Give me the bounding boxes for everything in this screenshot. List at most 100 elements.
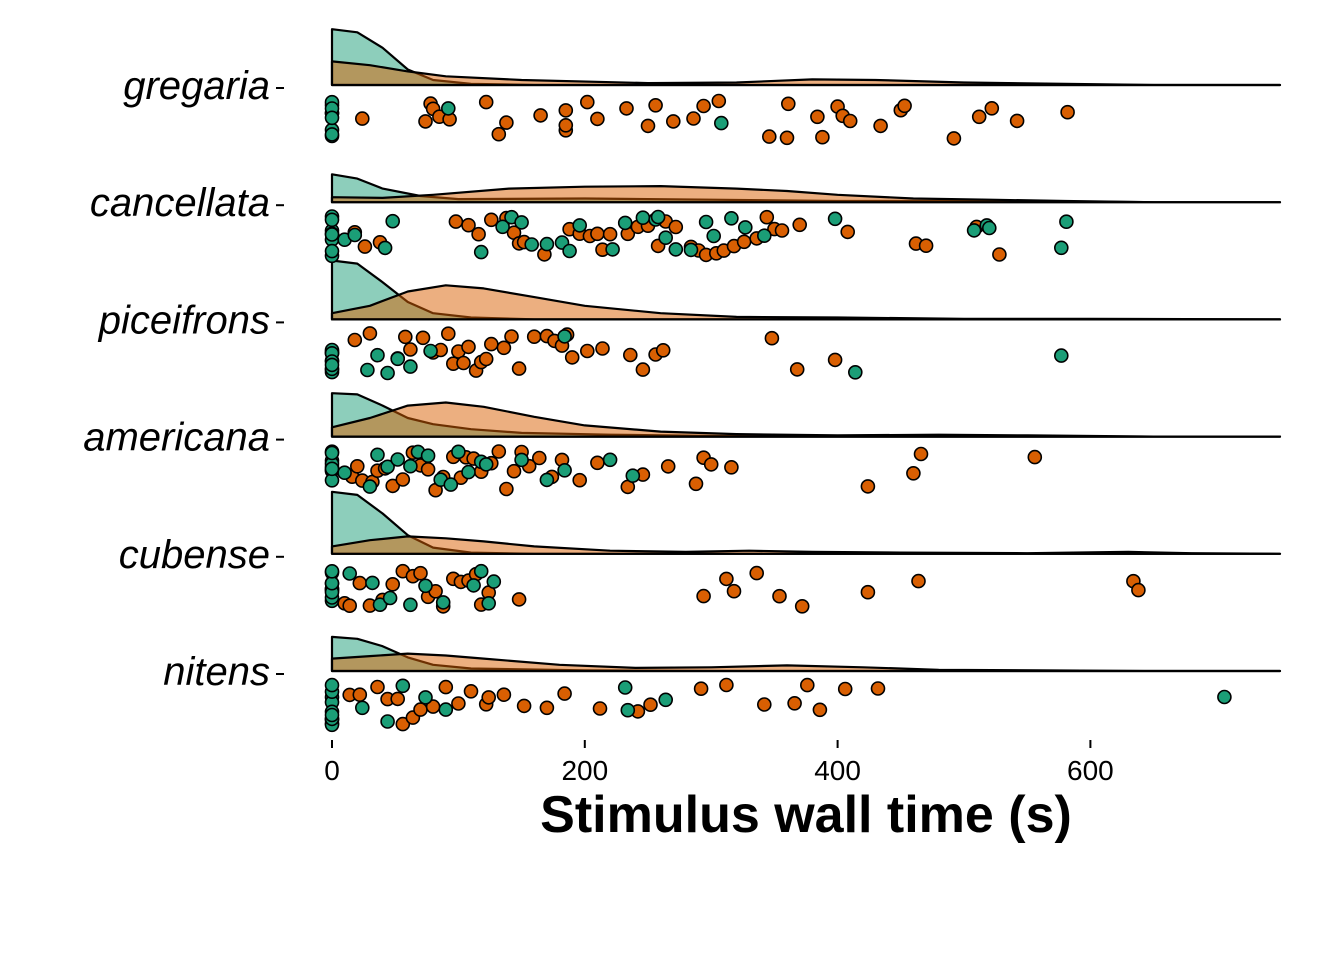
point-nitens-group_b-7 [413,702,428,717]
point-cancellata-group_b-23 [668,219,684,235]
point-piceifrons-group_b-3 [397,329,413,345]
point-nitens-group_a-16 [617,680,633,695]
point-nitens-group_b-2 [370,679,385,695]
point-piceifrons-group_b-12 [461,339,476,355]
point-piceifrons-group_b-28 [622,347,638,363]
density-layer [330,28,1282,673]
point-cancellata-group_a-22 [617,215,633,231]
point-cancellata-group_a-29 [698,214,714,230]
point-cubense-group_b-22 [749,565,765,581]
point-cubense-group_a-11 [365,575,380,591]
point-cubense-group_b-20 [719,571,734,587]
point-nitens-group_a-11 [354,700,370,716]
point-piceifrons-group_a-12 [380,365,395,381]
point-americana-group_b-38 [913,446,929,462]
point-nitens-group_a-15 [438,702,454,717]
point-nitens-group_a-12 [380,714,395,729]
point-cubense-group_b-25 [860,584,876,600]
density-cubense-group_b [330,535,1282,555]
point-gregaria-group_b-14 [590,111,605,127]
x-tick-label-600: 600 [1067,755,1114,786]
point-cubense-group_a-13 [382,590,398,606]
point-cancellata-group_a-6 [324,227,340,242]
point-cancellata-group_a-34 [827,211,843,227]
points-layer [324,93,1232,733]
point-gregaria-group_b-26 [815,129,830,145]
point-americana-group_a-16 [420,448,436,464]
point-nitens-group_b-20 [643,697,658,713]
point-americana-group_a-11 [370,447,385,463]
point-cancellata-group_a-35 [966,223,982,238]
point-nitens-group_b-1 [352,687,368,703]
point-gregaria-group_a-7 [324,127,340,142]
point-gregaria-group_b-22 [761,129,777,144]
point-nitens-group_b-17 [557,686,572,701]
point-cubense-group_b-24 [794,598,810,614]
point-cancellata-group_a-28 [683,242,699,258]
point-cubense-group_a-18 [473,563,489,579]
point-cancellata-group_b-15 [590,226,605,242]
point-gregaria-group_b-34 [971,109,987,125]
row-cancellata [330,173,1282,204]
point-americana-group_b-35 [724,459,739,475]
point-nitens-group_b-21 [693,681,709,697]
point-piceifrons-group_b-11 [456,355,471,371]
point-piceifrons-group_b-4 [403,342,418,357]
point-nitens-group_a-10 [324,707,340,723]
point-nitens-group_b-27 [837,681,853,697]
point-cancellata-group_a-4 [324,212,340,228]
point-cancellata-group_b-38 [918,238,934,253]
point-cancellata-group_a-23 [635,210,651,225]
point-americana-group_a-18 [443,477,459,492]
point-cubense-group_b-5 [385,576,401,592]
point-americana-group_b-37 [906,465,921,481]
point-nitens-group_b-16 [539,700,555,716]
point-cubense-group_b-1 [342,598,358,614]
density-nitens-group_b [330,652,1282,673]
point-cancellata-group_b-4 [461,217,476,233]
point-piceifrons-group_b-33 [789,362,805,377]
point-americana-group_b-39 [1027,449,1043,465]
point-cubense-group_a-14 [403,597,418,613]
point-cubense-group_b-21 [726,583,742,599]
point-piceifrons-group_a-15 [423,343,438,359]
point-cancellata-group_b-36 [840,224,856,240]
row-cubense [330,490,1282,555]
point-cubense-group_b-26 [911,573,926,589]
point-piceifrons-group_b-25 [564,350,580,365]
point-piceifrons-group_b-18 [504,329,519,344]
point-cubense-group_a-15 [418,578,433,594]
point-gregaria-group_b-25 [810,109,825,125]
point-gregaria-group_b-6 [478,94,494,110]
point-piceifrons-group_a-9 [324,357,340,373]
point-americana-group_b-6 [385,478,401,494]
point-americana-group_b-20 [499,481,514,497]
point-piceifrons-group_b-27 [595,341,610,356]
density-piceifrons-group_b [330,284,1282,321]
point-cubense-group_a-8 [324,575,340,591]
point-piceifrons-group_b-31 [655,342,671,358]
point-piceifrons-group_b-8 [440,326,456,342]
point-cancellata-group_a-11 [377,240,393,256]
point-gregaria-group_b-29 [842,113,858,129]
point-piceifrons-group_b-20 [526,329,542,345]
point-americana-group_b-31 [660,459,676,474]
points-americana [324,444,1043,498]
point-nitens-group_a-14 [418,690,433,705]
y-tick-label-cancellata: cancellata [90,181,270,225]
point-piceifrons-group_a-18 [1054,348,1069,363]
point-gregaria-group_b-35 [984,101,1000,116]
point-americana-group_a-19 [451,444,466,460]
point-cubense-group_a-17 [466,578,481,593]
point-nitens-group_b-4 [390,691,406,707]
point-cancellata-group_a-9 [347,227,363,243]
density-cancellata-group_b [330,185,1282,204]
x-tick-label-0: 0 [324,755,340,786]
y-tick-label-cubense: cubense [119,533,270,577]
point-gregaria-group_b-0 [354,111,370,126]
point-cancellata-group_a-30 [706,228,722,244]
point-nitens-group_a-18 [658,692,674,708]
point-cubense-group_b-23 [772,588,787,604]
